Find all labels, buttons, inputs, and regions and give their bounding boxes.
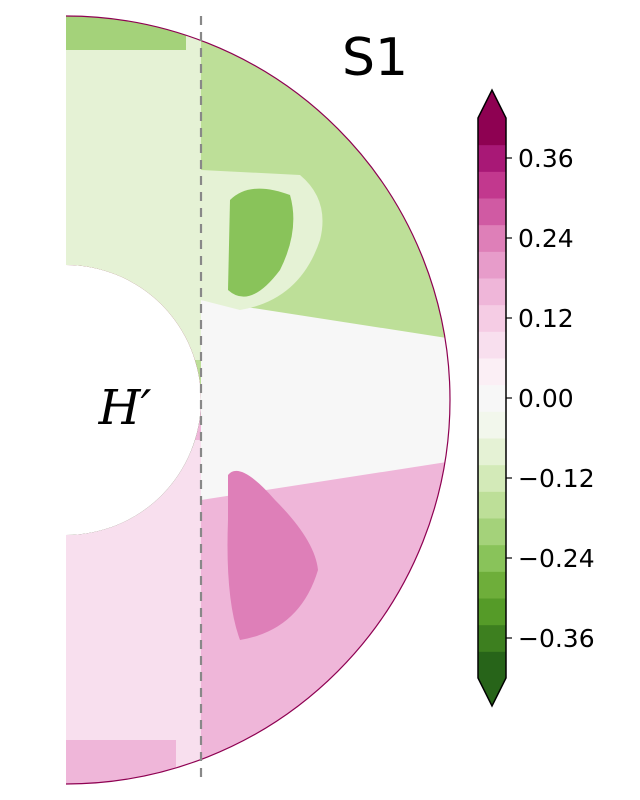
colorbar-segment xyxy=(478,571,506,599)
colorbar-segment xyxy=(478,224,506,252)
colorbar-segment xyxy=(478,651,506,679)
colorbar-segment xyxy=(478,118,506,146)
field-region-equator xyxy=(201,300,450,500)
field-region-north-cell xyxy=(228,188,294,297)
field-region-south-cell xyxy=(227,470,318,640)
colorbar-segment xyxy=(478,438,506,466)
colorbar-segment xyxy=(478,304,506,332)
colorbar-segment xyxy=(478,251,506,279)
colorbar-segment xyxy=(478,278,506,306)
colorbar: −0.36 −0.24 −0.12 0.00 0.12 0.24 0.36 xyxy=(477,88,595,708)
colorbar-extend-low xyxy=(478,678,506,706)
field-region-south-inner xyxy=(66,440,201,770)
quantity-label: H′ xyxy=(98,380,152,436)
colorbar-segment xyxy=(478,144,506,172)
colorbar-segment xyxy=(478,464,506,492)
colorbar-segment xyxy=(478,171,506,199)
colorbar-tick-label: −0.12 xyxy=(518,464,595,493)
colorbar-tick-label: 0.36 xyxy=(518,144,574,173)
colorbar-segment xyxy=(478,544,506,572)
colorbar-tick-label: 0.00 xyxy=(518,384,574,413)
colorbar-segment xyxy=(478,491,506,519)
shell-outline xyxy=(65,15,451,785)
colorbar-segment xyxy=(478,518,506,546)
colorbar-segment xyxy=(478,624,506,652)
colorbar-outline xyxy=(477,88,507,708)
colorbar-tick-label: −0.36 xyxy=(518,624,595,653)
colorbar-segment xyxy=(478,384,506,412)
field-region-north-inner xyxy=(66,30,201,360)
colorbar-extend-high xyxy=(478,90,506,118)
colorbar-tick-label: 0.24 xyxy=(518,224,574,253)
colorbar-segment xyxy=(478,331,506,359)
colorbar-tick-label: 0.12 xyxy=(518,304,574,333)
colorbar-segment xyxy=(478,411,506,439)
field-pole-south xyxy=(66,740,176,784)
colorbar-segment xyxy=(478,198,506,226)
colorbar-tick-label: −0.24 xyxy=(518,544,595,573)
panel-label: S1 xyxy=(342,28,408,88)
colorbar-segment xyxy=(478,358,506,386)
colorbar-segment xyxy=(478,598,506,626)
contour-field xyxy=(66,16,450,784)
